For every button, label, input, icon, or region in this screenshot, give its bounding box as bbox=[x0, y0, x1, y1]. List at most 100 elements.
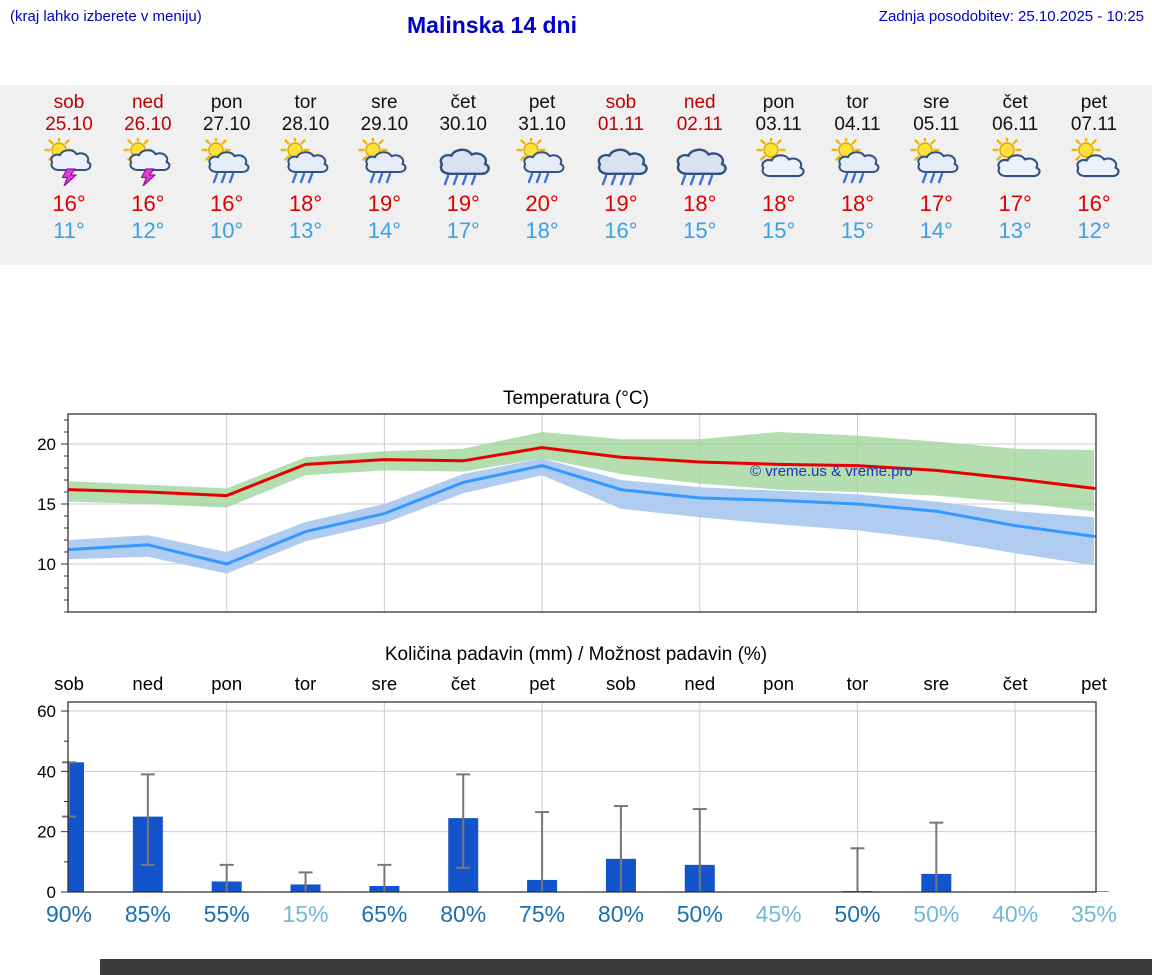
high-temp: 16° bbox=[1077, 191, 1111, 216]
high-temp: 18° bbox=[288, 191, 323, 216]
day-name: sob bbox=[605, 92, 637, 113]
day-name: pon bbox=[762, 92, 795, 113]
sun-cloud-rain-icon bbox=[502, 135, 582, 188]
low-temp: 13° bbox=[288, 218, 323, 243]
precip-whisker bbox=[219, 863, 234, 892]
high-temp: 17° bbox=[998, 191, 1032, 216]
high-temp: 16° bbox=[210, 191, 244, 216]
precip-whisker bbox=[613, 805, 628, 892]
precip-whisker bbox=[929, 821, 944, 892]
sun-cloud-icon bbox=[739, 135, 819, 188]
temp-y-tick-label: 10 bbox=[37, 555, 56, 574]
day-date: 02.11 bbox=[676, 114, 723, 135]
forecast-day-30.10: čet 30.10 19° 17° bbox=[423, 92, 503, 243]
day-date: 05.11 bbox=[913, 114, 960, 135]
low-temp: 15° bbox=[683, 218, 717, 243]
precip-day-label: sre bbox=[371, 673, 398, 694]
high-temp: 16° bbox=[52, 191, 86, 216]
forecast-day-03.11: pon 03.11 18° 15° bbox=[739, 92, 819, 243]
high-temp: 20° bbox=[525, 191, 559, 216]
sun-cloud-rain-icon bbox=[187, 135, 267, 188]
precip-probability: 50% bbox=[834, 901, 881, 927]
last-update-text: Zadnja posodobitev: 25.10.2025 - 10:25 bbox=[878, 8, 1144, 25]
day-name: ned bbox=[683, 92, 716, 113]
low-temp: 11° bbox=[53, 218, 85, 243]
sun-cloud-rain-icon bbox=[896, 135, 976, 188]
low-temp: 13° bbox=[998, 218, 1032, 243]
precip-probability: 55% bbox=[203, 901, 250, 927]
precip-day-label: pet bbox=[1081, 673, 1107, 694]
precip-whisker bbox=[140, 773, 155, 866]
precip-probability: 65% bbox=[361, 901, 408, 927]
high-temp: 18° bbox=[840, 191, 875, 216]
watermark-link[interactable]: © vreme.us & vreme.pro bbox=[750, 463, 913, 480]
day-name: tor bbox=[294, 92, 317, 113]
location-menu-hint: (kraj lahko izberete v meniju) bbox=[10, 8, 202, 25]
cloud-rain-icon bbox=[581, 138, 661, 188]
day-date: 01.11 bbox=[597, 114, 644, 135]
page-title: Malinska 14 dni bbox=[406, 12, 578, 38]
temp-y-tick-label: 15 bbox=[37, 495, 56, 514]
day-date: 28.10 bbox=[281, 114, 330, 135]
temperature-chart: 10 15 20 © vreme.us & vreme.pro bbox=[37, 413, 1097, 613]
low-temp: 12° bbox=[1077, 218, 1111, 243]
precip-probability: 80% bbox=[440, 901, 487, 927]
day-date: 29.10 bbox=[360, 114, 409, 135]
low-temp: 17° bbox=[446, 218, 480, 243]
forecast-day-05.11: sre 05.11 17° 14° bbox=[896, 92, 976, 243]
min-temp-band bbox=[69, 458, 1094, 574]
precip-probability: 45% bbox=[755, 901, 802, 927]
day-name: pet bbox=[1080, 92, 1108, 113]
day-date: 04.11 bbox=[834, 114, 881, 135]
precip-day-labels: sob ned pon tor sre čet pet sob ned pon tor sre čet p… bbox=[0, 673, 1152, 699]
precip-day-label: ned bbox=[684, 673, 716, 694]
forecast-strip: sob 25.10 16° 11° ned 26.10 16° 12° pon 27.10 16° 1… bbox=[0, 85, 1152, 265]
forecast-day-31.10: pet 31.10 20° 18° bbox=[502, 92, 582, 243]
precip-day-label: tor bbox=[846, 673, 869, 694]
sun-cloud-lightning-icon bbox=[29, 135, 109, 188]
low-temp: 12° bbox=[131, 218, 165, 243]
day-date: 03.11 bbox=[755, 114, 802, 135]
day-name: sre bbox=[923, 92, 950, 113]
day-name: pet bbox=[528, 92, 556, 113]
forecast-day-04.11: tor 04.11 18° 15° bbox=[817, 92, 897, 243]
sun-cloud-lightning-icon bbox=[108, 135, 188, 188]
forecast-day-02.11: ned 02.11 18° 15° bbox=[660, 92, 740, 243]
high-temp: 18° bbox=[683, 191, 717, 216]
precip-chart-title: Količina padavin (mm) / Možnost padavin … bbox=[384, 644, 768, 665]
precip-probability: 50% bbox=[913, 901, 960, 927]
low-temp: 14° bbox=[367, 218, 402, 243]
precip-whisker bbox=[535, 811, 550, 892]
precip-day-label: pon bbox=[211, 673, 243, 694]
day-date: 30.10 bbox=[439, 114, 487, 135]
low-temp: 15° bbox=[761, 218, 796, 243]
temperature-chart-title: Temperatura (°C) bbox=[503, 388, 649, 409]
low-temp: 14° bbox=[919, 218, 953, 243]
max-temp-band bbox=[69, 432, 1094, 512]
precip-day-label: čet bbox=[450, 673, 476, 694]
forecast-day-06.11: čet 06.11 17° 13° bbox=[975, 92, 1055, 243]
day-name: tor bbox=[846, 92, 869, 113]
header: (kraj lahko izberete v meniju) Malinska … bbox=[0, 0, 1152, 85]
forecast-day-01.11: sob 01.11 19° 16° bbox=[581, 92, 661, 243]
sun-cloud-rain-icon bbox=[266, 135, 346, 188]
day-date: 26.10 bbox=[124, 114, 172, 135]
precip-day-label: čet bbox=[1002, 673, 1028, 694]
precip-whisker bbox=[692, 808, 707, 892]
precip-day-label: ned bbox=[132, 673, 164, 694]
precip-whisker bbox=[377, 863, 392, 892]
sun-cloud-icon bbox=[975, 135, 1055, 188]
precip-day-label: pet bbox=[529, 673, 555, 694]
sun-cloud-icon bbox=[1054, 135, 1134, 188]
precip-probability: 90% bbox=[45, 901, 93, 927]
day-date: 27.10 bbox=[202, 114, 251, 135]
precip-whisker bbox=[62, 761, 76, 818]
day-name: sob bbox=[53, 92, 85, 113]
precip-whisker bbox=[456, 773, 471, 869]
min-temp-line bbox=[67, 464, 1096, 566]
high-temp: 19° bbox=[367, 191, 402, 216]
high-temp: 17° bbox=[919, 191, 953, 216]
precip-probability: 50% bbox=[676, 901, 723, 927]
forecast-day-25.10: sob 25.10 16° 11° bbox=[29, 92, 109, 243]
